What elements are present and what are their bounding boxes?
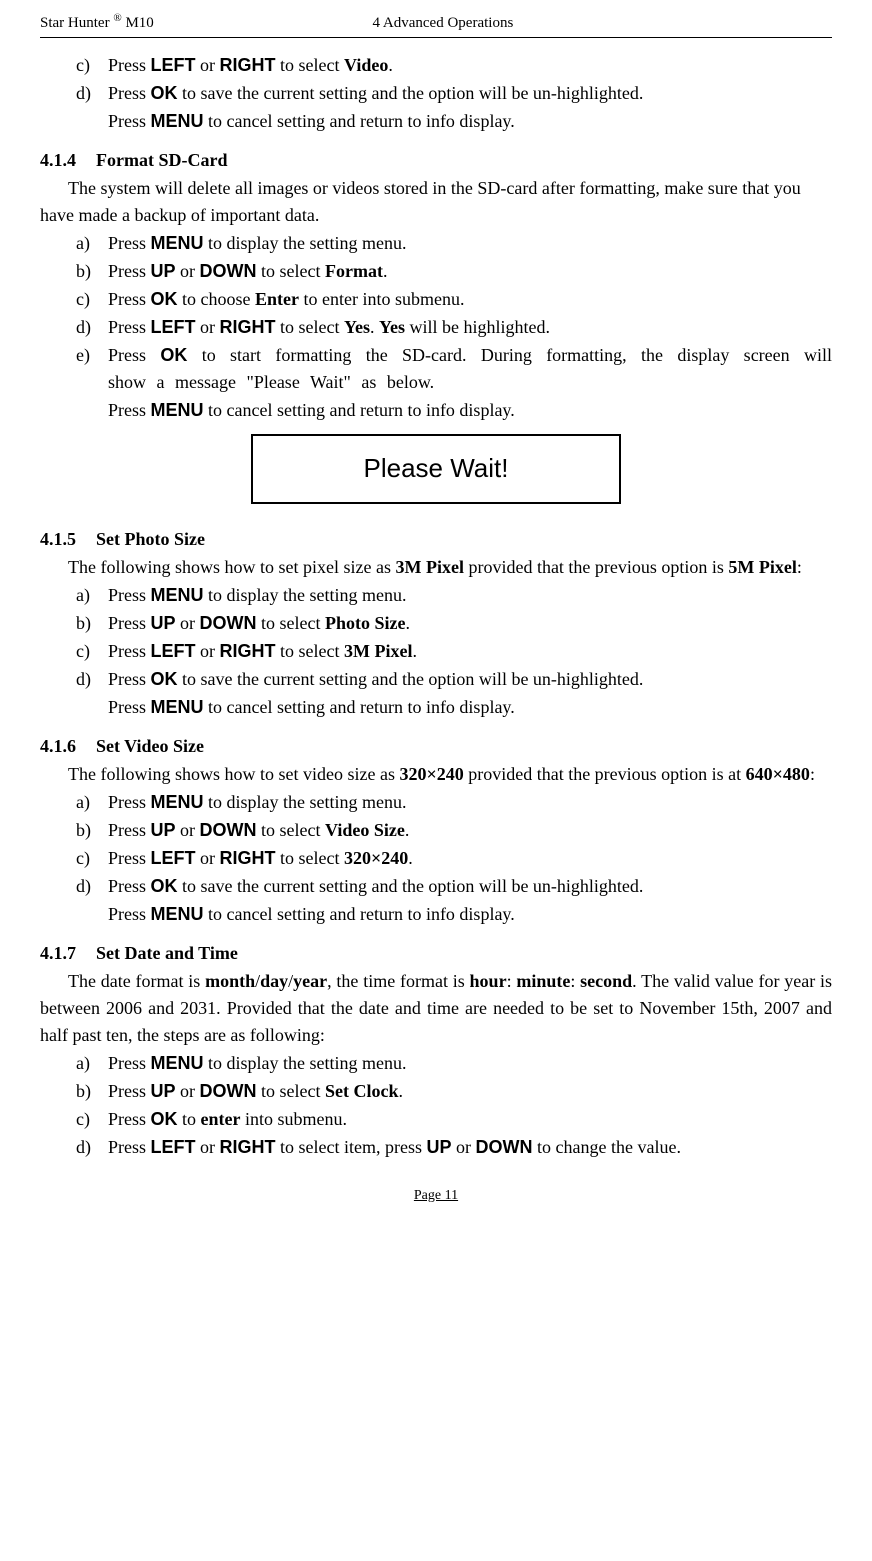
list-item: b)Press UP or DOWN to select Photo Size.: [76, 610, 832, 637]
list-item: a)Press MENU to display the setting menu…: [76, 582, 832, 609]
list-item: d)Press LEFT or RIGHT to select item, pr…: [76, 1134, 832, 1161]
list-marker: d): [76, 1134, 108, 1161]
list-item: c)Press OK to choose Enter to enter into…: [76, 286, 832, 313]
list-text: Press OK to choose Enter to enter into s…: [108, 286, 832, 313]
list-text: Press LEFT or RIGHT to select 3M Pixel.: [108, 638, 832, 665]
section-title: Set Video Size: [96, 736, 204, 756]
list-item: Press MENU to cancel setting and return …: [76, 901, 832, 928]
section-416-list: a)Press MENU to display the setting menu…: [76, 789, 832, 928]
section-414-intro: The system will delete all images or vid…: [40, 175, 832, 229]
brand-model: M10: [125, 15, 153, 31]
list-item: Press MENU to cancel setting and return …: [76, 108, 832, 135]
list-item: Press MENU to cancel setting and return …: [76, 694, 832, 721]
list-text: Press OK to save the current setting and…: [108, 873, 832, 900]
list-marker: a): [76, 230, 108, 257]
section-num: 4.1.6: [40, 733, 96, 760]
list-marker: b): [76, 610, 108, 637]
list-text: Press OK to save the current setting and…: [108, 666, 832, 693]
list-marker: [76, 694, 108, 721]
list-marker: c): [76, 638, 108, 665]
section-414-list: a)Press MENU to display the setting menu…: [76, 230, 832, 424]
list-text: Press MENU to cancel setting and return …: [108, 397, 832, 424]
list-item: c)Press LEFT or RIGHT to select 320×240.: [76, 845, 832, 872]
list-text: Press UP or DOWN to select Photo Size.: [108, 610, 832, 637]
list-item: d)Press LEFT or RIGHT to select Yes. Yes…: [76, 314, 832, 341]
list-item: e)Press OK to start formatting the SD-ca…: [76, 342, 832, 396]
list-text: Press UP or DOWN to select Video Size.: [108, 817, 832, 844]
list-text: Press UP or DOWN to select Format.: [108, 258, 832, 285]
page-header: Star Hunter ® M10 4 Advanced Operations: [40, 10, 832, 38]
section-title: Set Photo Size: [96, 529, 205, 549]
list-marker: a): [76, 789, 108, 816]
section-num: 4.1.7: [40, 940, 96, 967]
please-wait-box: Please Wait!: [251, 434, 621, 504]
list-marker: e): [76, 342, 108, 396]
list-item: c)Press LEFT or RIGHT to select Video.: [76, 52, 832, 79]
page-footer: Page 11: [40, 1185, 832, 1206]
list-text: Press MENU to display the setting menu.: [108, 789, 832, 816]
list-marker: c): [76, 845, 108, 872]
list-marker: b): [76, 258, 108, 285]
list-item: b)Press UP or DOWN to select Video Size.: [76, 817, 832, 844]
list-text: Press LEFT or RIGHT to select item, pres…: [108, 1134, 832, 1161]
list-text: Press MENU to display the setting menu.: [108, 230, 832, 257]
list-text: Press MENU to display the setting menu.: [108, 1050, 832, 1077]
header-chapter: 4 Advanced Operations: [154, 12, 832, 35]
list-marker: a): [76, 1050, 108, 1077]
header-brand: Star Hunter ® M10: [40, 10, 154, 35]
list-text: Press MENU to cancel setting and return …: [108, 901, 832, 928]
list-marker: d): [76, 873, 108, 900]
section-title: Set Date and Time: [96, 943, 238, 963]
prefix-list: c)Press LEFT or RIGHT to select Video.d)…: [76, 52, 832, 135]
section-title: Format SD-Card: [96, 150, 227, 170]
section-num: 4.1.5: [40, 526, 96, 553]
list-item: d)Press OK to save the current setting a…: [76, 666, 832, 693]
list-text: Press UP or DOWN to select Set Clock.: [108, 1078, 832, 1105]
section-414-heading: 4.1.4Format SD-Card: [40, 147, 832, 174]
list-item: c)Press OK to enter into submenu.: [76, 1106, 832, 1133]
list-marker: b): [76, 1078, 108, 1105]
list-marker: c): [76, 286, 108, 313]
list-text: Press MENU to cancel setting and return …: [108, 108, 832, 135]
list-item: d)Press OK to save the current setting a…: [76, 80, 832, 107]
list-item: b)Press UP or DOWN to select Format.: [76, 258, 832, 285]
list-item: a)Press MENU to display the setting menu…: [76, 230, 832, 257]
list-item: d)Press OK to save the current setting a…: [76, 873, 832, 900]
list-text: Press LEFT or RIGHT to select Yes. Yes w…: [108, 314, 832, 341]
list-text: Press MENU to cancel setting and return …: [108, 694, 832, 721]
list-marker: a): [76, 582, 108, 609]
list-text: Press OK to start formatting the SD-card…: [108, 342, 832, 396]
section-num: 4.1.4: [40, 147, 96, 174]
section-415-heading: 4.1.5Set Photo Size: [40, 526, 832, 553]
brand-name: Star Hunter: [40, 15, 110, 31]
list-marker: d): [76, 80, 108, 107]
brand-sup: ®: [113, 12, 121, 24]
section-417-intro: The date format is month/day/year, the t…: [40, 968, 832, 1049]
section-417-list: a)Press MENU to display the setting menu…: [76, 1050, 832, 1161]
list-text: Press LEFT or RIGHT to select Video.: [108, 52, 832, 79]
section-416-heading: 4.1.6Set Video Size: [40, 733, 832, 760]
list-text: Press LEFT or RIGHT to select 320×240.: [108, 845, 832, 872]
section-416-intro: The following shows how to set video siz…: [40, 761, 832, 788]
list-marker: [76, 108, 108, 135]
list-item: c)Press LEFT or RIGHT to select 3M Pixel…: [76, 638, 832, 665]
list-marker: b): [76, 817, 108, 844]
section-417-heading: 4.1.7Set Date and Time: [40, 940, 832, 967]
list-item: a)Press MENU to display the setting menu…: [76, 1050, 832, 1077]
section-415-list: a)Press MENU to display the setting menu…: [76, 582, 832, 721]
list-item: b)Press UP or DOWN to select Set Clock.: [76, 1078, 832, 1105]
list-marker: d): [76, 666, 108, 693]
list-marker: [76, 397, 108, 424]
list-item: a)Press MENU to display the setting menu…: [76, 789, 832, 816]
list-marker: c): [76, 52, 108, 79]
section-415-intro: The following shows how to set pixel siz…: [40, 554, 832, 581]
list-text: Press MENU to display the setting menu.: [108, 582, 832, 609]
list-text: Press OK to enter into submenu.: [108, 1106, 832, 1133]
list-item: Press MENU to cancel setting and return …: [76, 397, 832, 424]
list-text: Press OK to save the current setting and…: [108, 80, 832, 107]
list-marker: d): [76, 314, 108, 341]
list-marker: [76, 901, 108, 928]
list-marker: c): [76, 1106, 108, 1133]
